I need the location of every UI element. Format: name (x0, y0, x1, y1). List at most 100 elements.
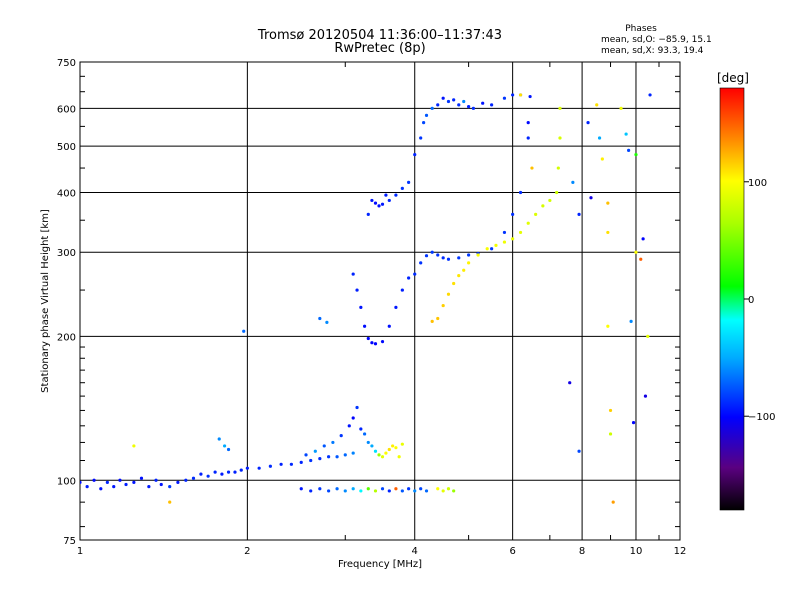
scatter-point (139, 476, 144, 480)
scatter-point (436, 253, 440, 257)
scatter-point (446, 257, 451, 261)
scatter-point (309, 458, 313, 463)
scatter-point (384, 193, 388, 197)
scatter-point (359, 427, 363, 431)
scatter-point (476, 253, 480, 257)
scatter-point (627, 148, 631, 152)
scatter-point (206, 474, 210, 478)
scatter-point (147, 485, 151, 489)
scatter-point (436, 487, 440, 491)
colorbar-unit: [deg] (717, 71, 749, 85)
scatter-point (639, 257, 643, 261)
scatter-point (351, 451, 355, 455)
scatter-point (313, 449, 317, 453)
scatter-point (373, 342, 378, 346)
phases-heading: Phases (625, 24, 657, 34)
colorbar (719, 87, 745, 511)
scatter-point (132, 444, 136, 448)
x-tick-label: 12 (674, 546, 687, 557)
scatter-point (441, 256, 445, 260)
scatter-point (577, 449, 581, 453)
scatter-point (606, 324, 610, 328)
scatter-point (400, 489, 404, 493)
scatter-point (541, 204, 545, 208)
scatter-point (548, 198, 552, 203)
scatter-point (471, 106, 475, 110)
scatter-point (436, 316, 440, 321)
scatter-point (397, 455, 401, 459)
scatter-point (511, 212, 515, 216)
scatter-point (424, 113, 429, 117)
scatter-point (242, 329, 246, 333)
scatter-point (362, 432, 367, 436)
scatter-point (608, 432, 613, 436)
scatter-point (452, 281, 456, 286)
scatter-point (268, 464, 272, 468)
scatter-point (124, 482, 128, 487)
scatter-point (351, 416, 355, 420)
scatter-point (606, 230, 610, 235)
scatter-point (457, 274, 461, 278)
scatter-point (528, 94, 532, 99)
scatter-point (629, 319, 633, 323)
scatter-point (568, 381, 572, 385)
scatter-point (490, 247, 494, 251)
scatter-point (571, 180, 575, 184)
scatter-point (558, 106, 562, 110)
scatter-point (154, 478, 158, 482)
scatter-point (462, 268, 466, 272)
scatter-point (556, 166, 560, 170)
y-tick-label: 75 (63, 536, 76, 547)
scatter-point (339, 434, 343, 438)
colorbar-tick-label: 100 (748, 178, 767, 189)
scatter-point (335, 487, 339, 491)
scatter-point (85, 485, 89, 489)
scatter-point (118, 478, 122, 482)
scatter-point (245, 466, 249, 470)
scatter-point (430, 319, 434, 323)
scatter-point (634, 250, 638, 254)
x-tick-label: 4 (412, 546, 418, 557)
scatter-point (436, 103, 440, 107)
scatter-point (380, 340, 385, 344)
scatter-point (600, 157, 604, 161)
scatter-point (184, 478, 188, 482)
scatter-point (105, 480, 109, 484)
scatter-point (407, 180, 411, 184)
scatter-point (511, 237, 515, 241)
scatter-point (366, 487, 370, 491)
scatter-point (631, 421, 636, 425)
scatter-point (343, 489, 347, 493)
scatter-point (257, 466, 261, 470)
scatter-point (99, 487, 103, 491)
scatter-point (457, 256, 461, 260)
scatter-point (226, 447, 231, 452)
scatter-point (233, 470, 237, 474)
scatter-point (239, 468, 243, 472)
scatter-point (424, 254, 429, 258)
plot-area (79, 61, 681, 541)
scatter-point (502, 230, 507, 235)
scatter-point (191, 476, 196, 480)
scatter-point (608, 408, 613, 413)
scatter-point (304, 453, 308, 457)
y-tick-label: 300 (57, 248, 76, 259)
scatter-point (413, 153, 417, 157)
scatter-point (400, 442, 404, 446)
scatter-point (407, 276, 411, 280)
scatter-point (646, 334, 650, 338)
scatter-point (168, 485, 172, 489)
scatter-point (380, 455, 385, 459)
scatter-point (534, 212, 538, 216)
scatter-point (446, 487, 451, 491)
scatter-point (373, 449, 378, 453)
scatter-point (502, 96, 507, 100)
scatter-point (490, 103, 494, 107)
scatter-point (467, 253, 471, 257)
scatter-point (624, 132, 628, 136)
scatter-point (351, 487, 355, 491)
phases-line-o: mean, sd,O: −85.9, 15.1 (601, 35, 712, 45)
scatter-point (518, 230, 523, 235)
scatter-point (199, 472, 203, 476)
scatter-point (648, 93, 652, 97)
